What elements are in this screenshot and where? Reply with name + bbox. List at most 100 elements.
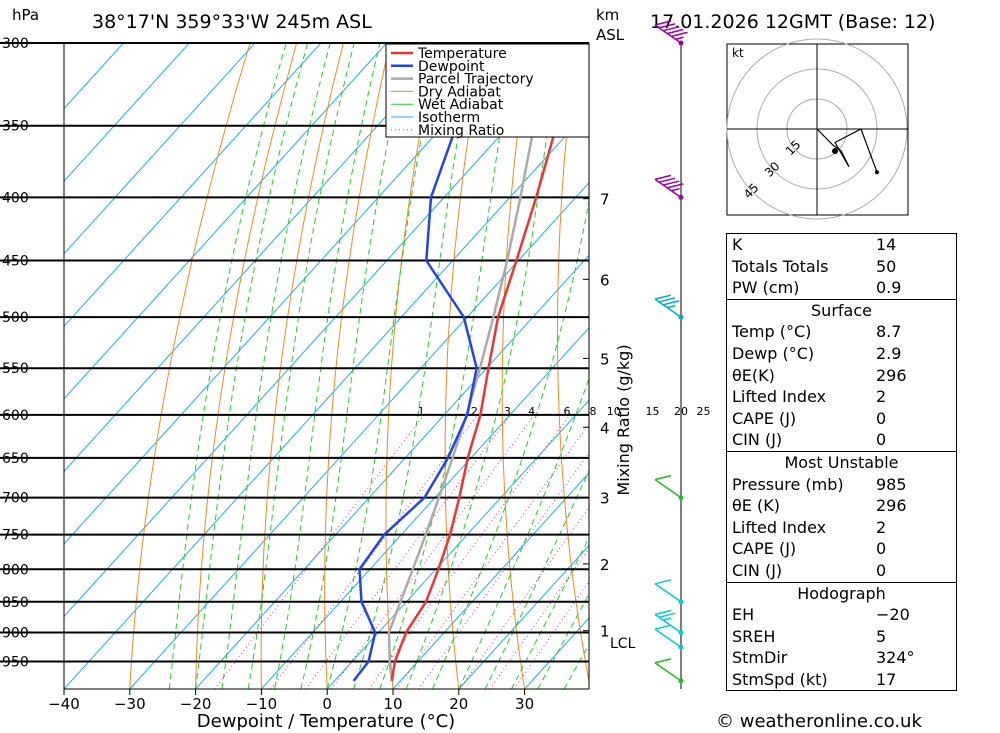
pressure-label: 350 — [2, 119, 29, 135]
index-label: CIN (J) — [732, 560, 783, 580]
wind-barb-flag — [663, 300, 680, 306]
index-label: CIN (J) — [732, 430, 783, 450]
dry-adiabat-line — [129, 43, 251, 689]
wind-barb-flag — [663, 180, 680, 186]
pressure-axis-labels: 300 350 400 450 500 550 600 650 700 750 800 850 900 9… — [2, 36, 29, 670]
pressure-label: 550 — [2, 361, 29, 377]
wind-barb-staff — [654, 613, 682, 634]
legend-label: Dry Adiabat — [418, 84, 501, 100]
wind-barb — [654, 174, 684, 200]
mixing-ratio-line — [417, 452, 589, 689]
mixing-ratio-label: 25 — [697, 405, 711, 418]
legend-box — [385, 43, 590, 138]
mixing-ratio-label: 4 — [528, 405, 535, 418]
hodograph-indices: EH −20 SREH 5 StmDir 324° StmSpd (kt) 17 — [727, 604, 956, 690]
x-tick-label: −40 — [48, 695, 80, 713]
wind-barb-half — [663, 617, 672, 621]
index-value: 8.7 — [876, 322, 902, 342]
pressure-label: 600 — [2, 408, 29, 424]
height-unit-label: km — [596, 6, 619, 24]
wet-adiabat-line — [168, 43, 287, 689]
most-unstable-title: Most Unstable — [727, 450, 956, 474]
wind-barb-half — [675, 36, 684, 40]
index-value: 0 — [876, 430, 887, 450]
wet-adiabat-line — [221, 43, 331, 689]
x-tick-label: −10 — [246, 695, 278, 713]
index-value: 296 — [876, 365, 907, 385]
mixing-ratio-line — [305, 414, 511, 689]
profile-curves — [352, 43, 588, 682]
legend-label: Temperature — [417, 46, 507, 62]
index-row: θE (K) 296 — [727, 495, 956, 517]
index-row: EH −20 — [727, 604, 956, 626]
wind-barb-flag — [671, 31, 688, 38]
isotherm-line — [64, 43, 519, 545]
isotherm-line — [64, 43, 585, 618]
index-value: 17 — [876, 669, 897, 689]
mixing-ratio-line — [270, 414, 478, 689]
isotherm-line — [458, 544, 589, 689]
index-row: Lifted Index 2 — [727, 386, 956, 408]
wet-adiabat-line — [510, 536, 589, 689]
most-unstable-indices: Pressure (mb) 985 θE (K) 296 Lifted Index 2 CA… — [727, 474, 956, 582]
dry-adiabat-line — [950, 43, 1000, 689]
height-tick-label: 1 — [600, 623, 610, 641]
x-tick-label: 10 — [383, 695, 402, 713]
wet-adiabat-line — [484, 469, 589, 689]
isotherm-line — [64, 43, 190, 182]
index-value: 0 — [876, 408, 887, 428]
height-tick-label: 5 — [600, 350, 610, 368]
hodograph-title: Hodograph — [727, 581, 956, 605]
pressure-label: 900 — [2, 625, 29, 641]
mixing-ratio-label: 10 — [607, 405, 621, 418]
isotherm-line — [64, 109, 589, 689]
pressure-label: 450 — [2, 254, 29, 270]
index-row: Pressure (mb) 985 — [727, 474, 956, 496]
wind-barb-staff — [654, 628, 682, 648]
wet-adiabat-line — [247, 43, 355, 689]
index-label: SREH — [732, 626, 776, 646]
isotherm-line — [392, 472, 589, 689]
wind-barb-flag — [663, 25, 680, 32]
wind-barb-flag — [658, 612, 676, 619]
index-label: Pressure (mb) — [732, 474, 844, 494]
wind-barb-half — [671, 188, 680, 192]
index-row: StmDir 324° — [727, 647, 956, 669]
x-tick-label: −20 — [180, 695, 212, 713]
location-title: 38°17'N 359°33'W 245m ASL — [92, 11, 372, 33]
wind-barb — [654, 658, 684, 684]
index-value: 14 — [876, 235, 897, 254]
wind-barb — [654, 474, 684, 501]
wet-adiabat-line — [458, 377, 589, 689]
wet-adiabat-line — [353, 43, 475, 689]
wind-barb-flag — [654, 624, 672, 630]
wind-barb-flag — [658, 23, 676, 29]
indices-table: K 14 Totals Totals 50 PW (cm) 0.9 Surface Tem… — [726, 233, 957, 692]
index-row: StmSpd (kt) 17 — [727, 669, 956, 691]
hodograph-endpoint — [875, 170, 879, 175]
dry-adiabat-line — [195, 43, 298, 689]
index-value: −20 — [876, 605, 910, 625]
index-label: Lifted Index — [732, 387, 827, 407]
index-value: 2 — [876, 387, 887, 407]
surface-indices: Temp (°C) 8.7 Dewp (°C) 2.9 θE(K) 296 Lifted I… — [727, 321, 956, 451]
legend-label: Parcel Trajectory — [418, 72, 534, 88]
wet-adiabat-line — [537, 592, 589, 689]
index-row: SREH 5 — [727, 626, 956, 648]
index-label: θE(K) — [732, 365, 775, 385]
index-label: StmDir — [732, 648, 788, 668]
wind-barb-flag — [667, 28, 684, 35]
wind-barb — [654, 294, 684, 320]
index-label: Temp (°C) — [732, 322, 812, 342]
legend-label: Isotherm — [418, 110, 480, 126]
pressure-label: 800 — [2, 562, 29, 578]
index-label: CAPE (J) — [732, 539, 797, 559]
wind-barb-flag — [654, 579, 672, 585]
index-value: 2 — [876, 517, 887, 537]
series-parcel-trajectory — [387, 43, 553, 682]
copyright-text: © weatheronline.co.uk — [716, 711, 922, 732]
index-row: Lifted Index 2 — [727, 517, 956, 539]
mixing-ratio-axis-label: Mixing Ratio (g/kg) — [614, 344, 633, 495]
